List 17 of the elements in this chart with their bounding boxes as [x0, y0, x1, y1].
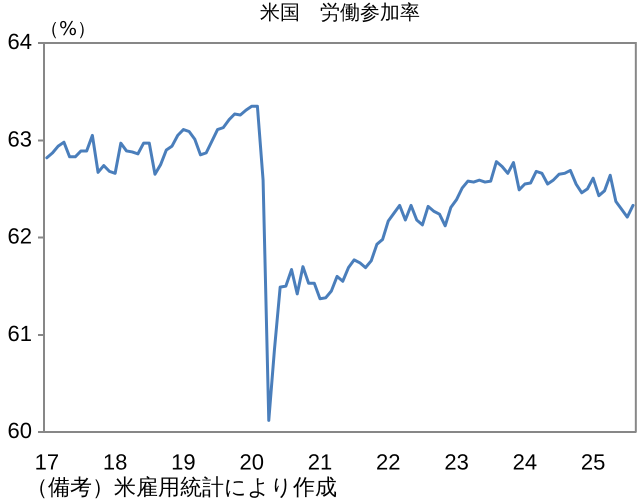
- x-tick-label: 25: [580, 449, 606, 474]
- y-tick-label: 61: [8, 320, 32, 346]
- x-tick-label: 17: [34, 449, 60, 474]
- x-tick-label: 22: [376, 449, 401, 474]
- y-tick-label: 60: [8, 418, 32, 444]
- y-tick-label: 63: [8, 126, 32, 152]
- y-axis-title: （%）: [40, 18, 96, 40]
- x-tick-label: 23: [444, 449, 469, 474]
- text: （備考）米雇用統計により作成: [26, 476, 337, 501]
- x-tick-label: 24: [512, 449, 538, 474]
- y-tick-label: 64: [8, 29, 32, 54]
- x-tick-label: 19: [171, 449, 196, 474]
- x-tick-label: 21: [308, 449, 332, 474]
- x-tick-label: 18: [102, 449, 128, 474]
- y-tick-label: 62: [8, 224, 32, 249]
- chart-title: 米国 労働参加率: [260, 0, 420, 24]
- x-tick-label: 20: [239, 449, 264, 474]
